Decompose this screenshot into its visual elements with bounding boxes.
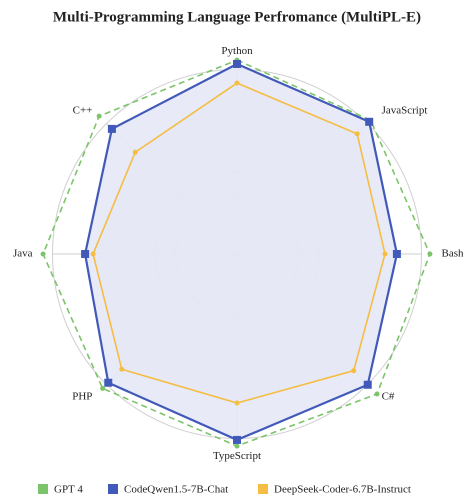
legend-swatch [258,484,268,494]
point [107,124,116,133]
axis-label: Python [221,45,253,57]
point [351,368,357,374]
axis-label: TypeScript [213,450,261,462]
point [392,250,401,258]
axis-label: C# [382,391,395,403]
point [374,391,380,397]
point [234,443,240,449]
legend-label: GPT 4 [54,484,83,496]
point [234,80,240,86]
axis-label: Java [13,248,33,260]
legend-label: DeepSeek-Coder-6.7B-Instruct [274,484,411,496]
chart-title: Multi-Programming Language Perfromance (… [53,9,421,25]
point [354,131,360,137]
point [104,378,113,387]
point [233,435,241,444]
axis-label: JavaScript [382,104,428,116]
legend-swatch [38,484,48,494]
legend-swatch [108,484,118,494]
point [365,117,374,126]
legend-label: CodeQwen1.5-7B-Chat [124,484,228,496]
point [119,366,125,372]
point [100,385,106,391]
point [363,380,372,389]
point [81,250,90,258]
axis-label: Bash [442,248,465,260]
axis-label: C++ [73,104,93,116]
point [132,149,138,155]
point [234,400,240,406]
point [90,251,96,257]
point [96,113,102,119]
point [233,59,241,68]
point [427,251,433,257]
series-area [85,63,397,440]
point [382,251,388,257]
point [40,251,46,257]
axis-label: PHP [72,391,92,403]
